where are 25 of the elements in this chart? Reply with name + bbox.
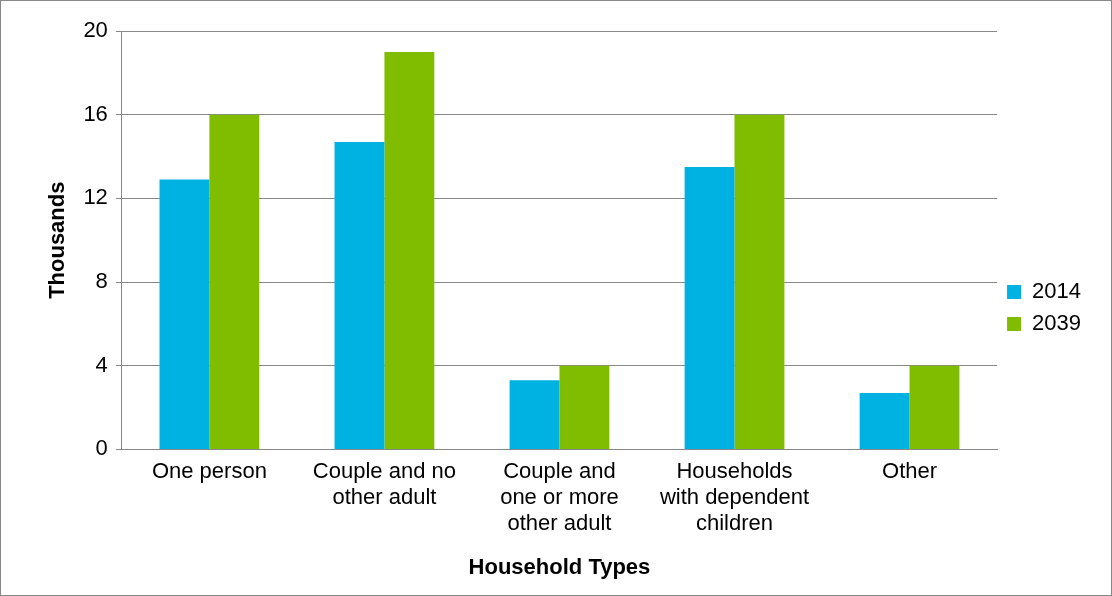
- y-tick-label: 20: [83, 17, 108, 43]
- bar: [384, 51, 435, 449]
- bar: [159, 179, 210, 449]
- legend-label: 2014: [1032, 278, 1082, 304]
- bar: [684, 166, 735, 449]
- x-tick-label: Households with dependent children: [658, 457, 810, 536]
- legend-label: 2039: [1032, 310, 1082, 336]
- y-axis-title: Thousands: [44, 181, 70, 299]
- y-tick-label: 4: [95, 351, 108, 377]
- y-tick-label: 0: [95, 435, 108, 461]
- bar: [734, 114, 785, 449]
- x-tick-label: One person: [151, 457, 267, 483]
- x-axis-title: Household Types: [468, 553, 651, 579]
- y-tick-label: 16: [83, 100, 108, 126]
- bar: [909, 365, 960, 449]
- x-tick-label: Other: [882, 457, 938, 483]
- y-tick-label: 12: [83, 184, 108, 210]
- y-tick-label: 8: [95, 268, 108, 294]
- x-tick-label: Couple and no other adult: [312, 457, 456, 510]
- bar: [859, 392, 910, 449]
- x-tick-label: Couple and one or more other adult: [500, 457, 619, 536]
- bar: [559, 365, 610, 449]
- bar: [509, 380, 560, 449]
- bar: [209, 114, 260, 449]
- bar: [334, 141, 385, 449]
